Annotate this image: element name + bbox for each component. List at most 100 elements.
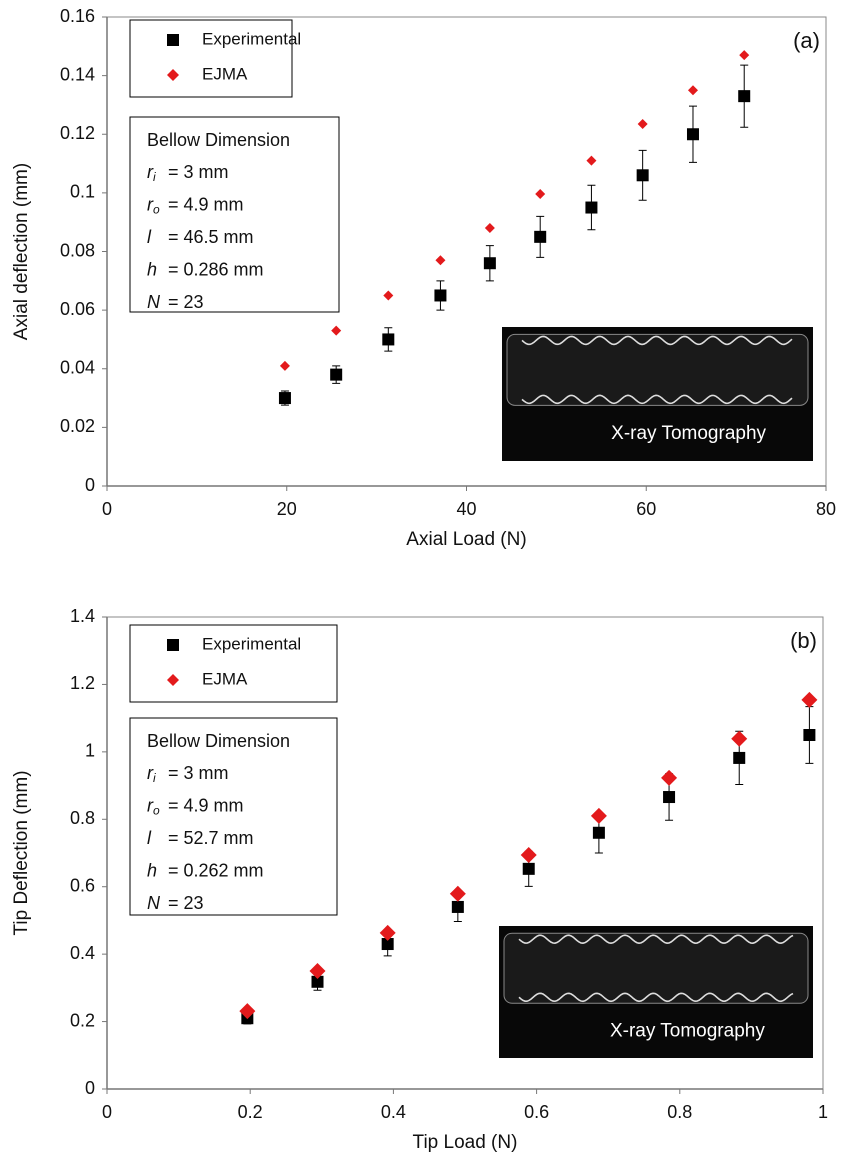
legend-marker bbox=[167, 674, 179, 686]
legend-marker bbox=[167, 69, 179, 81]
point bbox=[731, 730, 748, 747]
x-tick-label: 80 bbox=[816, 499, 836, 519]
x-tick-label: 0.6 bbox=[524, 1102, 549, 1122]
dimension-value: = 4.9 mm bbox=[168, 795, 244, 815]
point bbox=[534, 230, 547, 243]
bellow-wall bbox=[521, 335, 793, 346]
y-tick-label: 0.16 bbox=[60, 6, 95, 26]
point bbox=[590, 807, 607, 824]
point bbox=[484, 223, 495, 234]
image-caption: X-ray Tomography bbox=[610, 1021, 765, 1042]
bellow-shape bbox=[506, 333, 809, 406]
dimension-row: l = 52.7 mm bbox=[147, 828, 254, 848]
dimension-box bbox=[129, 717, 338, 916]
y-tick-label: 1 bbox=[85, 741, 95, 761]
y-tick-label: 0.08 bbox=[60, 240, 95, 260]
dimension-value: = 0.286 mm bbox=[168, 259, 264, 279]
point bbox=[309, 963, 326, 979]
dimension-title: Bellow Dimension bbox=[147, 130, 290, 150]
image-caption: X-ray Tomography bbox=[611, 423, 766, 444]
dimension-row: h = 0.262 mm bbox=[147, 860, 264, 880]
point bbox=[278, 392, 291, 405]
point bbox=[592, 826, 605, 839]
dimension-subscript: o bbox=[153, 804, 160, 818]
dimension-value: = 23 bbox=[168, 292, 204, 312]
point bbox=[738, 90, 751, 103]
point bbox=[435, 255, 446, 266]
dimension-value: = 0.262 mm bbox=[168, 860, 264, 880]
y-tick-label: 1.2 bbox=[70, 673, 95, 693]
y-tick-label: 0.1 bbox=[70, 182, 95, 202]
point bbox=[801, 691, 818, 708]
dimension-row: ri = 3 mm bbox=[147, 162, 229, 184]
point bbox=[449, 885, 466, 902]
y-tick-label: 0 bbox=[85, 1078, 95, 1098]
dimension-row: h = 0.286 mm bbox=[147, 259, 264, 279]
dimension-value: = 3 mm bbox=[168, 162, 229, 182]
x-tick-label: 40 bbox=[456, 499, 476, 519]
legend-label: EJMA bbox=[202, 669, 248, 688]
point bbox=[803, 729, 816, 741]
dimension-subscript: i bbox=[153, 771, 156, 785]
y-tick-label: 0.06 bbox=[60, 299, 95, 319]
legend-marker bbox=[167, 639, 179, 651]
dimension-symbol: r bbox=[147, 194, 154, 214]
panel-annotation: (a) bbox=[793, 28, 820, 53]
dimension-symbol: h bbox=[147, 259, 157, 279]
dimension-subscript: i bbox=[153, 170, 156, 184]
legend-marker bbox=[167, 34, 179, 46]
point bbox=[379, 924, 396, 941]
x-axis-title: Tip Load (N) bbox=[413, 1132, 518, 1153]
y-axis-title: Axial deflection (mm) bbox=[11, 163, 32, 340]
point bbox=[483, 257, 496, 270]
point bbox=[687, 85, 698, 96]
dimension-row: l = 46.5 mm bbox=[147, 227, 254, 247]
legend-label: Experimental bbox=[202, 634, 301, 653]
dimension-symbol: r bbox=[147, 162, 154, 182]
bellow-wall bbox=[518, 934, 794, 945]
point bbox=[331, 325, 342, 336]
point bbox=[239, 1003, 256, 1020]
point bbox=[382, 333, 395, 346]
y-tick-label: 0.2 bbox=[70, 1010, 95, 1030]
point bbox=[279, 360, 290, 371]
legend-box bbox=[129, 19, 293, 98]
dimension-row: ro = 4.9 mm bbox=[147, 795, 244, 817]
dimension-row: N = 23 bbox=[147, 292, 204, 312]
point bbox=[330, 368, 343, 381]
y-tick-label: 1.4 bbox=[70, 606, 95, 626]
dimension-value: = 4.9 mm bbox=[168, 194, 244, 214]
dimension-symbol: l bbox=[147, 227, 152, 247]
dimension-symbol: h bbox=[147, 860, 157, 880]
y-tick-label: 0.12 bbox=[60, 123, 95, 143]
point bbox=[585, 201, 598, 214]
bellow-shape bbox=[503, 932, 809, 1004]
legend-box bbox=[129, 624, 338, 703]
dimension-symbol: r bbox=[147, 763, 154, 783]
point bbox=[586, 155, 597, 166]
dimension-value: = 23 bbox=[168, 893, 204, 913]
dimension-row: ro = 4.9 mm bbox=[147, 194, 244, 216]
point bbox=[686, 128, 699, 141]
legend-label: EJMA bbox=[202, 64, 248, 83]
y-axis-title: Tip Deflection (mm) bbox=[11, 770, 32, 935]
dimension-value: = 46.5 mm bbox=[168, 227, 254, 247]
y-tick-label: 0.6 bbox=[70, 875, 95, 895]
point bbox=[535, 189, 546, 200]
dimension-title: Bellow Dimension bbox=[147, 731, 290, 751]
x-tick-label: 0.2 bbox=[238, 1102, 263, 1122]
point bbox=[637, 118, 648, 129]
dimension-symbol: l bbox=[147, 828, 152, 848]
dimension-row: N = 23 bbox=[147, 893, 204, 913]
y-tick-label: 0.4 bbox=[70, 943, 95, 963]
point bbox=[520, 847, 537, 864]
point bbox=[733, 751, 746, 764]
y-tick-label: 0.14 bbox=[60, 64, 95, 84]
x-tick-label: 1 bbox=[818, 1102, 828, 1122]
point bbox=[636, 169, 649, 182]
y-tick-label: 0.02 bbox=[60, 416, 95, 436]
x-axis-title: Axial Load (N) bbox=[406, 529, 526, 550]
dimension-row: ri = 3 mm bbox=[147, 763, 229, 785]
point bbox=[381, 938, 394, 951]
